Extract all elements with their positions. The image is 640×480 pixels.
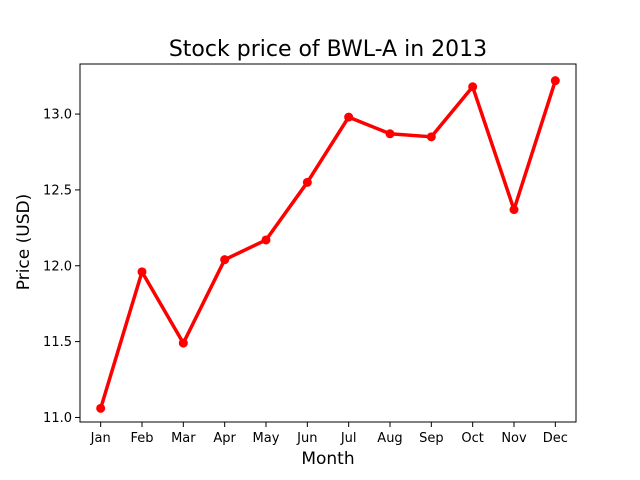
data-point: [468, 82, 478, 92]
x-tick-label: Feb: [130, 431, 153, 446]
chart-title: Stock price of BWL-A in 2013: [169, 37, 487, 62]
data-point: [137, 267, 147, 277]
series-line: [98, 78, 558, 411]
data-point: [385, 129, 395, 139]
x-tick-label: May: [253, 431, 280, 446]
data-point: [426, 132, 436, 142]
x-tick-label: Oct: [461, 431, 483, 446]
x-tick-label: Sep: [419, 431, 444, 446]
data-point: [550, 76, 560, 86]
data-point: [344, 112, 354, 122]
x-tick-label: Dec: [543, 431, 568, 446]
data-point: [96, 403, 106, 413]
y-tick-label: 12.5: [43, 183, 72, 198]
y-tick-label: 13.0: [43, 108, 72, 123]
x-tick-label: Jul: [340, 431, 357, 446]
plot-frame: [79, 63, 577, 423]
y-tick-label: 12.0: [43, 259, 72, 274]
x-tick-label: Aug: [377, 431, 402, 446]
x-tick-label: Mar: [171, 431, 196, 446]
x-tick-label: Nov: [501, 431, 527, 446]
x-tick-label: Jan: [90, 431, 111, 446]
y-tick-label: 11.0: [43, 411, 72, 426]
data-point: [261, 235, 271, 245]
y-tick-label: 11.5: [43, 335, 72, 350]
x-tick-label: Jun: [296, 431, 317, 446]
plot-area: 11.0 11.5 12.0 12.5 13.0 Jan Feb Mar Apr May Jun Ju…: [43, 63, 577, 446]
data-point: [302, 177, 312, 187]
data-point: [220, 255, 230, 265]
y-axis-title: Price (USD): [14, 194, 34, 290]
data-point: [178, 338, 188, 348]
x-tick-label: Apr: [213, 431, 236, 446]
data-point: [509, 205, 519, 215]
x-axis-title: Month: [301, 449, 354, 469]
